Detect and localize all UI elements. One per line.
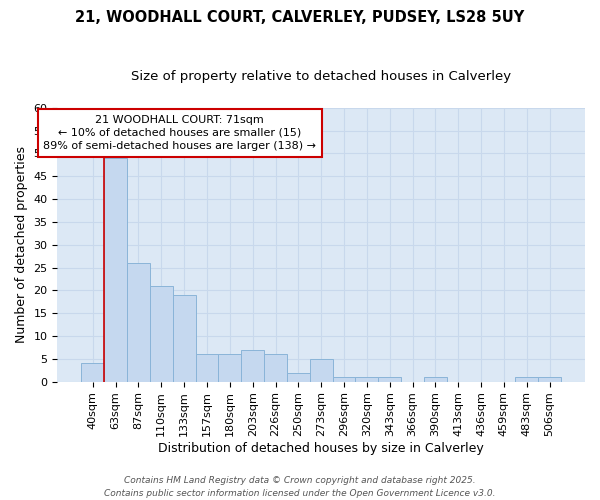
Text: 21, WOODHALL COURT, CALVERLEY, PUDSEY, LS28 5UY: 21, WOODHALL COURT, CALVERLEY, PUDSEY, L… — [76, 10, 524, 25]
Bar — [241, 350, 264, 382]
Bar — [355, 377, 379, 382]
Bar — [538, 377, 561, 382]
Bar — [218, 354, 241, 382]
Bar — [379, 377, 401, 382]
Text: 21 WOODHALL COURT: 71sqm
← 10% of detached houses are smaller (15)
89% of semi-d: 21 WOODHALL COURT: 71sqm ← 10% of detach… — [43, 114, 316, 151]
Bar — [310, 359, 332, 382]
Bar — [173, 295, 196, 382]
Bar — [515, 377, 538, 382]
Bar — [196, 354, 218, 382]
Bar — [150, 286, 173, 382]
Y-axis label: Number of detached properties: Number of detached properties — [15, 146, 28, 343]
Text: Contains HM Land Registry data © Crown copyright and database right 2025.
Contai: Contains HM Land Registry data © Crown c… — [104, 476, 496, 498]
X-axis label: Distribution of detached houses by size in Calverley: Distribution of detached houses by size … — [158, 442, 484, 455]
Bar — [332, 377, 355, 382]
Bar — [127, 263, 150, 382]
Bar — [104, 158, 127, 382]
Bar — [82, 364, 104, 382]
Title: Size of property relative to detached houses in Calverley: Size of property relative to detached ho… — [131, 70, 511, 83]
Bar — [287, 372, 310, 382]
Bar — [424, 377, 447, 382]
Bar — [264, 354, 287, 382]
